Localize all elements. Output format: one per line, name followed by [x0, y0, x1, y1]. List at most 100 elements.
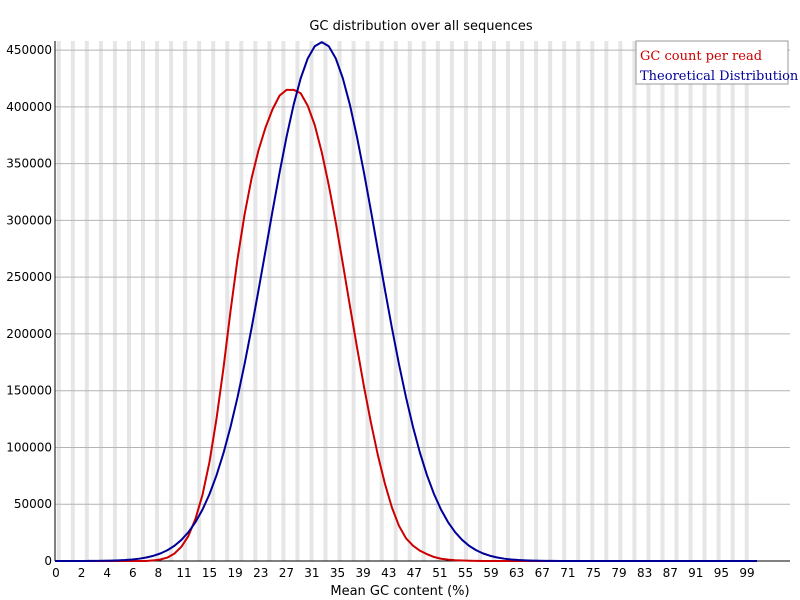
background-band [421, 41, 426, 561]
background-band [562, 41, 567, 561]
background-band [449, 41, 454, 561]
background-band [183, 41, 188, 561]
background-band [520, 41, 525, 561]
background-band [506, 41, 511, 561]
x-tick-label: 27 [279, 566, 294, 580]
x-tick-label: 79 [611, 566, 626, 580]
background-band [435, 41, 440, 561]
y-tick-label: 350000 [6, 157, 52, 171]
x-tick-label: 39 [355, 566, 370, 580]
background-band [295, 41, 300, 561]
background-band [491, 41, 497, 561]
background-band [463, 41, 468, 561]
background-band [534, 41, 539, 561]
background-band [197, 41, 202, 561]
x-tick-label: 71 [560, 566, 575, 580]
background-band [407, 41, 412, 561]
background-band [126, 41, 131, 561]
y-tick-label: 300000 [6, 213, 52, 227]
background-band [211, 41, 216, 561]
y-tick-label: 150000 [6, 384, 52, 398]
x-tick-label: 87 [663, 566, 678, 580]
y-tick-label: 250000 [6, 270, 52, 284]
series-line-theoretical [54, 41, 757, 562]
x-tick-label: 43 [381, 566, 396, 580]
background-band [744, 41, 749, 561]
y-tick-label: 400000 [6, 100, 52, 114]
background-band [379, 41, 384, 561]
x-tick-label: 75 [586, 566, 601, 580]
y-tick-label: 200000 [6, 327, 52, 341]
background-band [253, 41, 258, 561]
background-band [267, 41, 272, 561]
y-tick-label: 100000 [6, 440, 52, 454]
x-tick-label: 67 [535, 566, 550, 580]
background-band [98, 41, 103, 561]
background-band [169, 41, 174, 561]
background-band [477, 41, 482, 561]
background-band [674, 41, 679, 561]
background-band [618, 41, 623, 561]
background-band [112, 41, 117, 561]
background-band [716, 41, 721, 561]
alternating-background-bands [56, 41, 749, 561]
x-tick-label: 95 [714, 566, 729, 580]
background-band [590, 41, 595, 561]
x-tick-label: 4 [103, 566, 111, 580]
x-tick-label: 19 [228, 566, 243, 580]
x-tick-label: 2 [78, 566, 86, 580]
y-tick-label: 450000 [6, 43, 52, 57]
x-tick-label: 55 [458, 566, 473, 580]
background-band [632, 41, 637, 561]
y-tick-label: 0 [44, 554, 52, 568]
x-tick-label: 83 [637, 566, 652, 580]
legend-box [635, 40, 789, 85]
x-tick-label: 6 [129, 566, 137, 580]
background-band [730, 41, 735, 561]
series-layer [54, 41, 757, 562]
x-tick-label: 8 [155, 566, 163, 580]
y-tick-label: 50000 [14, 497, 52, 511]
legend-entry-theoretical: Theoretical Distribution [640, 69, 799, 84]
background-band [309, 41, 314, 561]
background-band [84, 41, 89, 561]
background-band [56, 41, 61, 561]
background-band [351, 41, 356, 561]
background-band [393, 41, 398, 561]
background-band [155, 41, 160, 561]
x-tick-label: 11 [176, 566, 191, 580]
background-band [365, 41, 370, 561]
series-line-gc-count [55, 88, 757, 562]
x-tick-label: 99 [739, 566, 754, 580]
background-band [688, 41, 693, 561]
x-tick-label: 59 [483, 566, 498, 580]
x-tick-label: 51 [432, 566, 447, 580]
x-tick-label: 35 [330, 566, 345, 580]
background-band [70, 41, 75, 561]
background-band [660, 41, 665, 561]
x-tick-label: 47 [407, 566, 422, 580]
legend: GC count per read Theoretical Distributi… [635, 40, 799, 85]
x-tick-label: 63 [509, 566, 524, 580]
y-tick-labels: 0 50000 100000 150000 200000 250000 300000 3500… [6, 43, 52, 568]
x-tick-labels: 0 2 4 6 8 11 15 19 23 27 31 35 39 43 47 51 55 59 63 67 71 75 7… [52, 566, 754, 580]
x-tick-label: 15 [202, 566, 217, 580]
background-band [576, 41, 581, 561]
background-band [281, 41, 286, 561]
x-tick-label: 31 [304, 566, 319, 580]
background-band [239, 41, 244, 561]
chart-title: GC distribution over all sequences [309, 19, 533, 34]
background-band [548, 41, 553, 561]
x-tick-label: 23 [253, 566, 268, 580]
background-band [225, 41, 230, 561]
x-tick-label: 0 [52, 566, 60, 580]
background-band [140, 41, 146, 561]
legend-entry-gc-count: GC count per read [640, 49, 762, 64]
background-band [604, 41, 609, 561]
background-band [646, 41, 651, 561]
background-band [702, 41, 707, 561]
background-band [337, 41, 342, 561]
x-axis-title: Mean GC content (%) [330, 584, 469, 599]
x-tick-label: 91 [688, 566, 703, 580]
